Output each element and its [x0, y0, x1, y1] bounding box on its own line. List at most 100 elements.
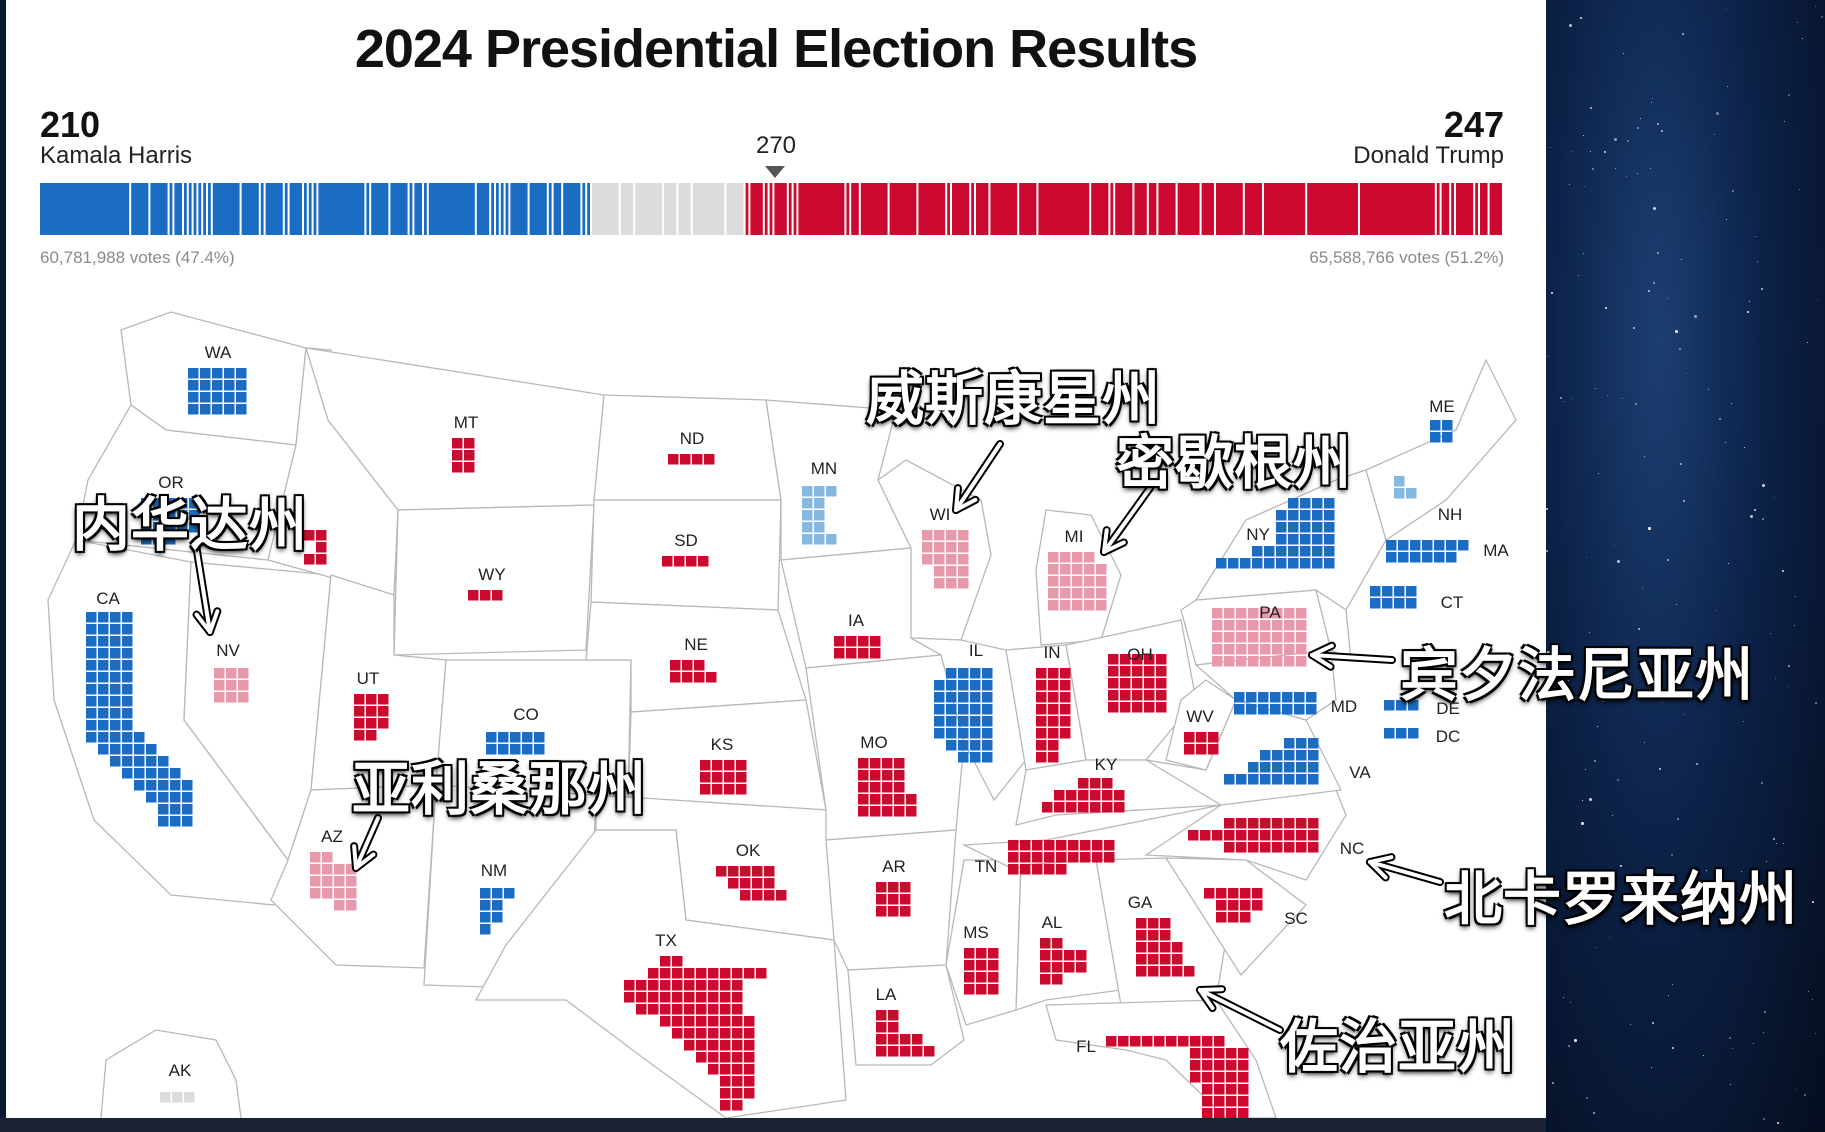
star: [1613, 137, 1617, 141]
ev-tile: [1188, 830, 1199, 841]
ev-tile: [1060, 600, 1071, 611]
ev-tile: [1102, 778, 1113, 789]
ev-tile: [1196, 744, 1207, 755]
ev-tile: [200, 380, 211, 391]
state-label-az: AZ: [321, 827, 343, 846]
ev-tile: [1260, 620, 1271, 631]
ev-tile: [110, 744, 121, 755]
ev-tile: [906, 794, 917, 805]
ev-tile: [322, 876, 333, 887]
harris-bar-segment: [150, 183, 168, 235]
star: [1580, 17, 1583, 20]
ev-tile: [1284, 774, 1295, 785]
star: [1675, 329, 1679, 333]
ev-tile: [958, 680, 969, 691]
star: [1591, 167, 1594, 170]
ev-tile: [716, 866, 727, 877]
star: [1614, 544, 1616, 546]
ev-tile: [958, 668, 969, 679]
state-label-ca: CA: [96, 589, 120, 608]
ev-tile: [98, 648, 109, 659]
harris-bar-segment: [496, 183, 499, 235]
ev-tile: [1238, 1096, 1249, 1107]
harris-bar-segment: [193, 183, 197, 235]
ev-tile: [1324, 522, 1335, 533]
ev-tile: [182, 792, 193, 803]
ev-tile: [946, 542, 957, 553]
harris-bar-segment: [260, 183, 264, 235]
ev-tile: [1078, 778, 1089, 789]
state-label-wy: WY: [478, 565, 505, 584]
annotation-label-nv: 内华达州: [72, 491, 309, 559]
harris-bar-segment: [553, 183, 562, 235]
ev-tile: [1042, 802, 1053, 813]
star: [1716, 112, 1720, 116]
ev-tile: [1384, 700, 1395, 711]
ev-tile: [1196, 732, 1207, 743]
state-label-co: CO: [513, 705, 539, 724]
ev-tile: [1434, 540, 1445, 551]
ev-tile: [684, 980, 695, 991]
ev-tile: [334, 900, 345, 911]
star: [1590, 150, 1592, 152]
ev-tile: [970, 752, 981, 763]
ev-tile: [110, 672, 121, 683]
ev-tile: [304, 554, 315, 565]
trump-bar-segment: [1110, 183, 1114, 235]
ev-tile: [1382, 586, 1393, 597]
ev-tile: [684, 968, 695, 979]
ev-tile: [214, 692, 225, 703]
state-outline-wv: [1165, 679, 1237, 771]
trump-bar-segment: [1456, 183, 1474, 235]
ev-tile: [946, 668, 957, 679]
ev-tile: [1306, 692, 1317, 703]
harris-bar-segment: [563, 183, 581, 235]
ev-tile: [188, 368, 199, 379]
ev-tile: [964, 948, 975, 959]
ev-tile: [1156, 690, 1167, 701]
ev-tile: [672, 1004, 683, 1015]
ev-tile: [1048, 680, 1059, 691]
ev-tile: [1132, 654, 1143, 665]
state-label-sd: SD: [674, 531, 698, 550]
ev-tile: [1096, 576, 1107, 587]
ev-tile: [334, 888, 345, 899]
state-label-ga: GA: [1128, 893, 1153, 912]
ev-tile: [1410, 540, 1421, 551]
ev-tile: [236, 368, 247, 379]
us-electoral-map: WA OR CA NV MT WY UT CO AZ NM ND SD NE KS OK TX MN IA MO AR…: [47, 311, 1517, 1118]
star: [1652, 1021, 1655, 1024]
state-label-ut: UT: [357, 669, 380, 688]
harris-bar-segment: [318, 183, 365, 235]
ev-tile: [1120, 654, 1131, 665]
ev-tile: [732, 1040, 743, 1051]
state-tiles-tn: [1008, 840, 1115, 875]
ev-tile: [158, 768, 169, 779]
ev-tile: [1132, 666, 1143, 677]
ev-tile: [98, 612, 109, 623]
harris-bar-segment: [500, 183, 504, 235]
ev-tile: [1324, 510, 1335, 521]
ev-tile: [1132, 702, 1143, 713]
state-tiles-me: [1430, 420, 1453, 443]
ev-tile: [122, 708, 133, 719]
ev-tile: [1276, 534, 1287, 545]
star: [1605, 661, 1607, 663]
ev-tile: [122, 672, 133, 683]
ev-tile: [674, 556, 685, 567]
ev-tile: [982, 704, 993, 715]
ev-tile: [86, 720, 97, 731]
ev-tile: [1312, 546, 1323, 557]
ev-tile: [934, 704, 945, 715]
ev-tile: [189, 522, 200, 533]
star: [1614, 167, 1616, 169]
ev-tile: [110, 612, 121, 623]
ev-tile: [1156, 678, 1167, 689]
ev-tile: [1048, 564, 1059, 575]
harris-bar-segment: [428, 183, 475, 235]
annotation-arrow-nc: [1366, 853, 1444, 886]
harris-bar-segment: [212, 183, 240, 235]
ev-tile: [310, 852, 321, 863]
ev-tile: [888, 882, 899, 893]
ev-tile: [1008, 852, 1019, 863]
